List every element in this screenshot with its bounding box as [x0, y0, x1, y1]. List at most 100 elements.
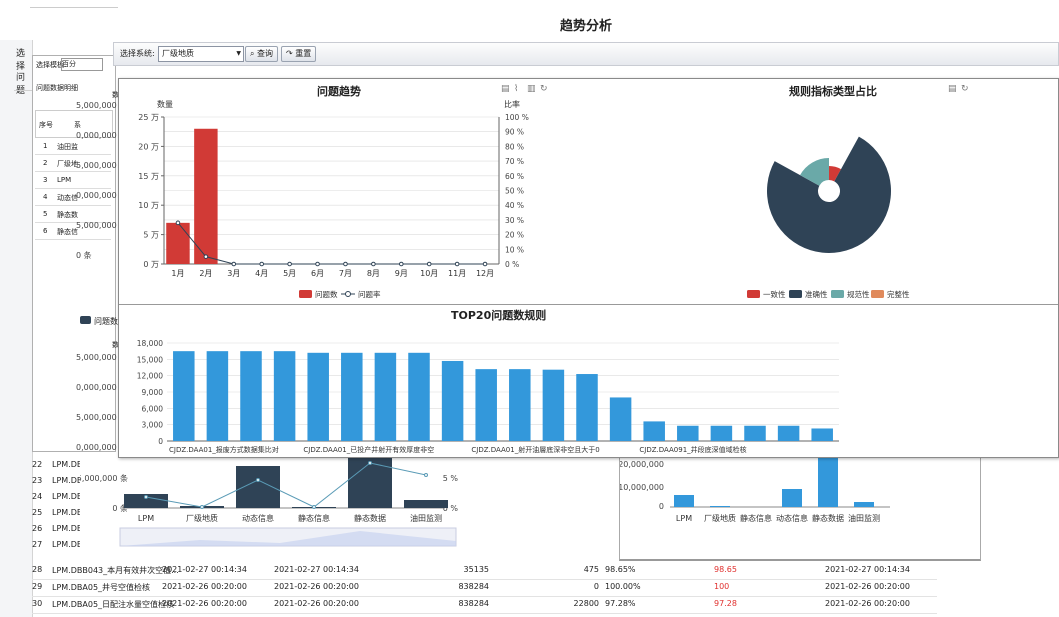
legend-label-rate: 问题率 [358, 289, 381, 299]
refresh-icon[interactable]: ↻ [961, 84, 969, 94]
rate-line [145, 462, 427, 508]
xtick-label: 7月 [339, 269, 352, 278]
list-item-name: 油田监 [57, 143, 78, 151]
rate-point [368, 461, 372, 465]
chevron-down-icon: ▼ [236, 50, 241, 57]
y2tick-label: 40 % [505, 201, 524, 210]
xtick-label: 油田监测 [410, 513, 442, 523]
ytick-label: 0 [158, 437, 163, 446]
rate-point [256, 478, 260, 482]
legend-swatch-rate-dot [345, 291, 351, 297]
xtick-label: 12月 [476, 269, 494, 278]
rate-line [177, 222, 486, 265]
document-icon[interactable]: ▤ [948, 84, 957, 94]
xtick-label: CJDZ.DAA01_已投产井射开有效厚度非空 [303, 445, 434, 454]
xtick-label: 2月 [199, 269, 212, 278]
chart-overlay: 问题趋势 ▤ ⌇ ▥ ↻ 数量 比率 0 万 5 万 10 万 15 万 20 万 25 万 0… [118, 78, 1059, 458]
check-time: 2021-02-26 00:20:00 [825, 582, 910, 591]
list-item-name: 厂级地 [57, 160, 78, 168]
row-number: 26 [32, 524, 43, 533]
list-item: 6 静态信 [35, 223, 111, 240]
page-title: 趋势分析 [560, 19, 613, 34]
xtick-label: 静态数据 [354, 513, 386, 523]
total-count: 838284 [458, 599, 489, 608]
row-number: 30 [32, 599, 43, 608]
rate-point [398, 261, 404, 267]
y2tick-label: 90 % [505, 128, 524, 137]
table-row: 29 LPM.DBA05_井号空值检核 2021-02-26 00:20:00 202… [32, 580, 937, 597]
xtick-label: 动态信息 [776, 513, 808, 523]
document-icon[interactable]: ▤ [501, 84, 510, 94]
bar [744, 425, 766, 441]
row-number: 25 [32, 508, 43, 517]
ytick-label: 20 万 [138, 142, 159, 151]
xtick-label: 8月 [367, 269, 380, 278]
ytick-label: 10 万 [138, 201, 159, 210]
rate-point [200, 505, 204, 509]
ytick-label: 25 万 [138, 113, 159, 122]
bar [677, 425, 699, 441]
xtick-label: 9月 [395, 269, 408, 278]
list-item: 1 油田监 [35, 138, 111, 155]
ytick-label: 3,000 [142, 421, 164, 430]
row-number: 29 [32, 582, 43, 591]
y2tick-label: 5 % [443, 474, 459, 483]
legend-swatch [789, 290, 802, 298]
total-count: 35135 [463, 565, 489, 574]
rate-point [343, 261, 348, 267]
ytick-label: 0 [659, 502, 664, 511]
system-select[interactable]: 厂级地质 ▼ [158, 46, 244, 62]
zoom-slider-preview [120, 531, 456, 546]
y2tick-label: 70 % [505, 157, 524, 166]
list-item: 4 动态信 [35, 189, 111, 206]
ytick-label: 5 万 [143, 231, 159, 240]
issue-tab[interactable]: 问题 [16, 73, 26, 96]
top20-panel: TOP20问题数规则 0 3,000 6,000 9,000 12,000 15,000 1… [119, 305, 1058, 457]
col-index: 序号 [39, 121, 53, 129]
reset-button[interactable]: ↷ 重置 [281, 46, 317, 62]
top20-title: TOP20问题数规则 [451, 309, 547, 322]
rate-point [175, 220, 181, 226]
ytick-label: 0 万 [143, 260, 159, 269]
bar-chart-icon[interactable]: ▥ [527, 84, 536, 94]
background-ytick: 0,000,000 条 [76, 443, 128, 452]
col-system: 系 [74, 121, 81, 129]
ytick-label: 15 万 [138, 172, 159, 181]
background-y-unit-2: 数 [112, 341, 119, 349]
legend-label: 一致性 [763, 289, 786, 299]
y2tick-label: 20 % [505, 231, 524, 240]
xtick-label: 4月 [255, 269, 268, 278]
background-y-unit: 数 [112, 91, 119, 99]
rule-name: LPM.DBB043_本月有效井次空值... [52, 566, 179, 575]
panel-divider [119, 304, 1058, 305]
bar [609, 397, 632, 441]
start-time: 2021-02-26 00:20:00 [162, 582, 247, 591]
line-chart-icon[interactable]: ⌇ [514, 84, 519, 94]
rate-point [259, 261, 265, 267]
pass-rate: 100.00% [605, 582, 641, 591]
bar [576, 374, 598, 441]
xtick-label: 静态信息 [740, 513, 772, 523]
refresh-icon[interactable]: ↻ [540, 84, 548, 94]
ytick-label: 10,000,000 [620, 483, 664, 492]
rate-point [203, 254, 209, 259]
rate-point [312, 505, 316, 509]
xtick-label: 5月 [283, 269, 296, 278]
background-detail-panel: 选择模板: 百分 问题数据明细 序号 系 1 油田监 2 厂级地 3 LPM 4 动态信 5 静态… [32, 55, 116, 452]
pass-rate: 98.65% [605, 565, 636, 574]
pass-rate: 97.28% [605, 599, 636, 608]
bar [777, 425, 800, 441]
select-template-label: 选择模板: [36, 61, 67, 69]
template-select[interactable]: 百分 [61, 58, 103, 71]
rule-name: LPM.DBA05_日配注水量空值检核 [52, 600, 175, 609]
check-time: 2021-02-26 00:20:00 [825, 599, 910, 608]
left-table-lines [14, 90, 32, 611]
bar-issue-count [194, 128, 218, 264]
end-time: 2021-02-26 00:20:00 [274, 599, 359, 608]
query-button[interactable]: ⌕ 查询 [245, 46, 279, 62]
bar [542, 369, 565, 441]
y2tick-label: 50 % [505, 187, 524, 196]
score: 98.65 [714, 565, 737, 574]
background-yaxis-2: 5,000,000 条 0,000,000 条 5,000,000 条 0,000,0… [76, 352, 127, 452]
